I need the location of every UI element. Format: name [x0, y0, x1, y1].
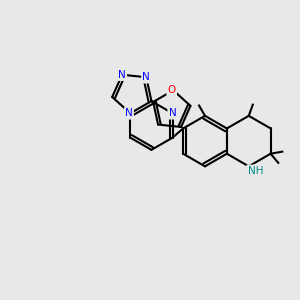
Text: NH: NH: [248, 166, 263, 176]
Text: NH: NH: [248, 166, 263, 176]
Text: O: O: [168, 85, 176, 95]
Text: N: N: [118, 70, 126, 80]
Text: N: N: [118, 70, 126, 80]
Text: N: N: [142, 72, 150, 82]
Text: O: O: [168, 85, 176, 95]
Text: N: N: [142, 72, 150, 82]
Text: N: N: [169, 108, 176, 118]
Text: N: N: [125, 108, 133, 118]
Text: N: N: [169, 108, 176, 118]
Text: N: N: [125, 108, 133, 118]
